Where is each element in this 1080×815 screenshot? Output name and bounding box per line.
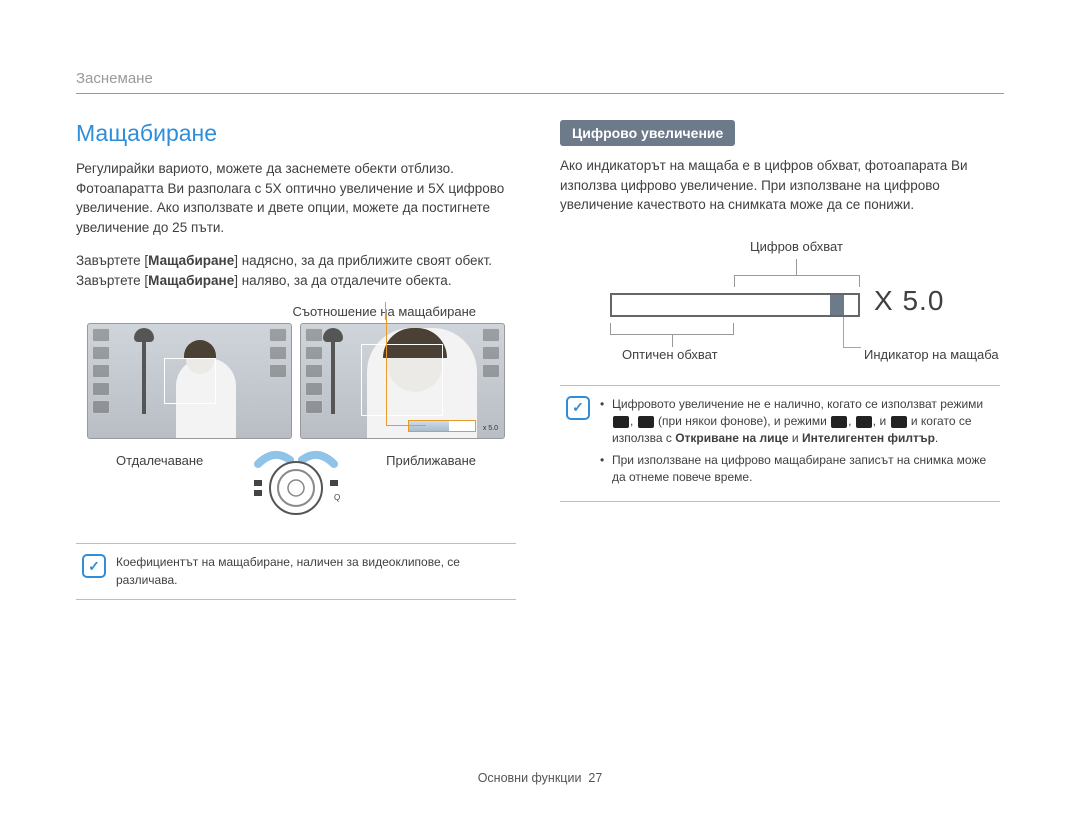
- digital-range-label: Цифров обхват: [750, 239, 843, 254]
- digital-zoom-paragraph: Ако индикаторът на мащаба е в цифров обх…: [560, 156, 1000, 215]
- page-footer: Основни функции 27: [0, 771, 1080, 785]
- text: ] наляво, за да отдалечите обекта.: [234, 273, 451, 288]
- note-text: Цифровото увеличение не е налично, когат…: [600, 396, 994, 491]
- zoom-diagram: Цифров обхват X 5.0 Оптичен обхват Индик…: [560, 229, 1000, 369]
- breadcrumb: Заснемане: [76, 70, 1004, 94]
- zoom-value-large: X 5.0: [874, 285, 944, 317]
- optical-range-label: Оптичен обхват: [622, 347, 718, 362]
- note-icon: ✓: [566, 396, 590, 420]
- mode-icon: [856, 416, 872, 428]
- note-box-right: ✓ Цифровото увеличение не е налично, ког…: [560, 385, 1000, 502]
- preview-thumbnails: x 5.0: [76, 323, 516, 439]
- mode-icon: [613, 416, 629, 428]
- note-item: Цифровото увеличение не е налично, когат…: [600, 396, 994, 448]
- section-title: Мащабиране: [76, 120, 516, 147]
- zoom-dial-icon: Q: [76, 442, 516, 527]
- svg-text:Q: Q: [334, 493, 340, 502]
- zoom-indicator-label: Индикатор на мащаба: [864, 347, 999, 362]
- note-icon: ✓: [82, 554, 106, 578]
- intro-paragraph: Регулирайки вариото, можете да заснемете…: [76, 159, 516, 237]
- zoom-word: Мащабиране: [148, 273, 234, 288]
- left-column: Мащабиране Регулирайки вариото, можете д…: [76, 120, 516, 600]
- pointer-line: [386, 425, 426, 426]
- digital-zoom-badge: Цифрово увеличение: [560, 120, 735, 146]
- zoom-marker-icon: [830, 295, 844, 315]
- pointer-line: [386, 315, 387, 425]
- instruction-paragraph: Завъртете [Мащабиране] надясно, за да пр…: [76, 251, 516, 290]
- zoom-bar: [610, 293, 860, 317]
- mode-icon: [831, 416, 847, 428]
- text: Завъртете [: [76, 253, 148, 268]
- ratio-caption: Съотношение на мащабиране: [76, 304, 516, 319]
- zoom-word: Мащабиране: [148, 253, 234, 268]
- mode-icon: [891, 416, 907, 428]
- right-column: Цифрово увеличение Ако индикаторът на ма…: [560, 120, 1000, 600]
- preview-zoomed: x 5.0: [300, 323, 505, 439]
- mode-icon: [638, 416, 654, 428]
- note-box-left: ✓ Коефициентът на мащабиране, наличен за…: [76, 543, 516, 600]
- note-item: При използване на цифрово мащабиране зап…: [600, 452, 994, 487]
- note-text: Коефициентът на мащабиране, наличен за в…: [116, 554, 510, 589]
- zoom-bar-icon: [408, 420, 476, 432]
- preview-wide: [87, 323, 292, 439]
- zoom-value-small: x 5.0: [483, 425, 498, 432]
